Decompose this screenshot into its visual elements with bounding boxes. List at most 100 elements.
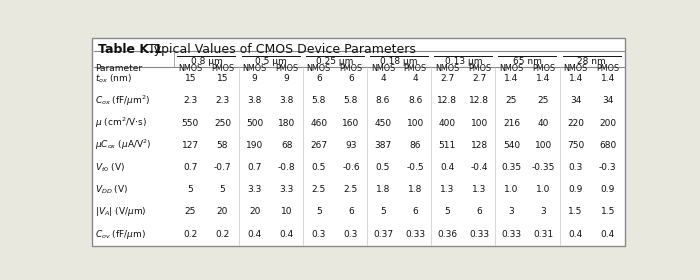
- Text: 450: 450: [374, 118, 391, 128]
- Text: 460: 460: [310, 118, 328, 128]
- Text: 2.5: 2.5: [312, 185, 326, 194]
- Text: 100: 100: [470, 118, 488, 128]
- Text: 25: 25: [505, 96, 517, 105]
- Text: 15: 15: [217, 74, 228, 83]
- Text: 100: 100: [407, 118, 424, 128]
- Text: Typical Values of CMOS Device Parameters: Typical Values of CMOS Device Parameters: [140, 43, 416, 56]
- Text: 0.4: 0.4: [601, 230, 615, 239]
- Text: 0.31: 0.31: [533, 230, 554, 239]
- Text: 250: 250: [214, 118, 231, 128]
- Text: 540: 540: [503, 141, 520, 150]
- Text: PMOS: PMOS: [468, 64, 491, 73]
- Text: 0.5 μm: 0.5 μm: [255, 57, 286, 66]
- Text: 0.3: 0.3: [344, 230, 358, 239]
- Text: NMOS: NMOS: [242, 64, 267, 73]
- Text: 216: 216: [503, 118, 520, 128]
- Text: 58: 58: [217, 141, 228, 150]
- Text: 28 nm: 28 nm: [578, 57, 606, 66]
- Text: 68: 68: [281, 141, 293, 150]
- Text: 1.4: 1.4: [504, 74, 519, 83]
- Text: -0.7: -0.7: [214, 163, 231, 172]
- Text: 1.4: 1.4: [568, 74, 583, 83]
- Text: 400: 400: [439, 118, 456, 128]
- Text: 2.7: 2.7: [473, 74, 486, 83]
- Text: -0.35: -0.35: [532, 163, 555, 172]
- Text: 0.4: 0.4: [247, 230, 262, 239]
- Text: 4: 4: [380, 74, 386, 83]
- Text: 1.4: 1.4: [536, 74, 551, 83]
- Text: 180: 180: [278, 118, 295, 128]
- Text: 0.3: 0.3: [568, 163, 583, 172]
- Text: -0.3: -0.3: [599, 163, 617, 172]
- Text: 5: 5: [444, 207, 450, 216]
- Text: NMOS: NMOS: [307, 64, 331, 73]
- Text: 5.8: 5.8: [344, 96, 358, 105]
- Text: 2.7: 2.7: [440, 74, 454, 83]
- Text: 0.33: 0.33: [405, 230, 425, 239]
- Text: PMOS: PMOS: [275, 64, 298, 73]
- Text: 15: 15: [185, 74, 196, 83]
- Text: 25: 25: [185, 207, 196, 216]
- Text: 5: 5: [220, 185, 225, 194]
- Text: 12.8: 12.8: [469, 96, 489, 105]
- Text: 0.4: 0.4: [568, 230, 583, 239]
- Text: 6: 6: [348, 207, 354, 216]
- Text: 9: 9: [284, 74, 290, 83]
- Text: Parameter: Parameter: [95, 64, 142, 73]
- Text: 0.36: 0.36: [437, 230, 457, 239]
- Text: $C_{ov}$ (fF/$\mu$m): $C_{ov}$ (fF/$\mu$m): [95, 228, 146, 241]
- Text: NMOS: NMOS: [435, 64, 459, 73]
- Text: 680: 680: [599, 141, 617, 150]
- Text: 3.3: 3.3: [247, 185, 262, 194]
- Text: $\mu$ (cm$^2$/V$\cdot$s): $\mu$ (cm$^2$/V$\cdot$s): [95, 116, 147, 130]
- Text: $\mu C_{ox}$ ($\mu$A/V$^2$): $\mu C_{ox}$ ($\mu$A/V$^2$): [95, 138, 152, 153]
- Text: 6: 6: [477, 207, 482, 216]
- Text: 500: 500: [246, 118, 263, 128]
- Text: 0.37: 0.37: [373, 230, 393, 239]
- Text: 0.35: 0.35: [501, 163, 522, 172]
- Text: $C_{ox}$ (fF/$\mu$m$^2$): $C_{ox}$ (fF/$\mu$m$^2$): [95, 94, 150, 108]
- Text: 6: 6: [316, 74, 322, 83]
- Text: 3: 3: [508, 207, 514, 216]
- Text: PMOS: PMOS: [596, 64, 620, 73]
- Text: 128: 128: [471, 141, 488, 150]
- Text: 20: 20: [217, 207, 228, 216]
- Text: 25: 25: [538, 96, 550, 105]
- Text: 0.5: 0.5: [376, 163, 390, 172]
- Text: 5: 5: [316, 207, 322, 216]
- Text: 6: 6: [412, 207, 418, 216]
- Text: 2.3: 2.3: [183, 96, 197, 105]
- Text: 1.8: 1.8: [376, 185, 390, 194]
- Text: 550: 550: [182, 118, 199, 128]
- Text: 200: 200: [599, 118, 616, 128]
- Text: 1.0: 1.0: [504, 185, 519, 194]
- Text: 750: 750: [567, 141, 584, 150]
- Text: 267: 267: [310, 141, 328, 150]
- Text: 0.4: 0.4: [440, 163, 454, 172]
- Text: 9: 9: [252, 74, 258, 83]
- Text: 0.2: 0.2: [216, 230, 230, 239]
- Text: 0.13 μm: 0.13 μm: [444, 57, 482, 66]
- Text: 5.8: 5.8: [312, 96, 326, 105]
- Text: 1.8: 1.8: [408, 185, 422, 194]
- Text: 1.4: 1.4: [601, 74, 615, 83]
- Text: $|V_A|$ (V/$\mu$m): $|V_A|$ (V/$\mu$m): [95, 206, 147, 218]
- Text: PMOS: PMOS: [403, 64, 427, 73]
- FancyBboxPatch shape: [92, 38, 625, 246]
- Text: 5: 5: [188, 185, 193, 194]
- Text: 10: 10: [281, 207, 293, 216]
- Text: PMOS: PMOS: [340, 64, 363, 73]
- Text: 160: 160: [342, 118, 360, 128]
- Text: $V_{DD}$ (V): $V_{DD}$ (V): [95, 183, 129, 196]
- Text: 65 nm: 65 nm: [513, 57, 542, 66]
- Text: 6: 6: [348, 74, 354, 83]
- Text: 1.3: 1.3: [472, 185, 486, 194]
- Text: 0.33: 0.33: [469, 230, 489, 239]
- Text: 93: 93: [345, 141, 356, 150]
- Text: -0.8: -0.8: [278, 163, 295, 172]
- Text: 127: 127: [182, 141, 199, 150]
- Text: 1.0: 1.0: [536, 185, 551, 194]
- Text: 0.4: 0.4: [279, 230, 294, 239]
- Text: NMOS: NMOS: [499, 64, 524, 73]
- Text: 5: 5: [380, 207, 386, 216]
